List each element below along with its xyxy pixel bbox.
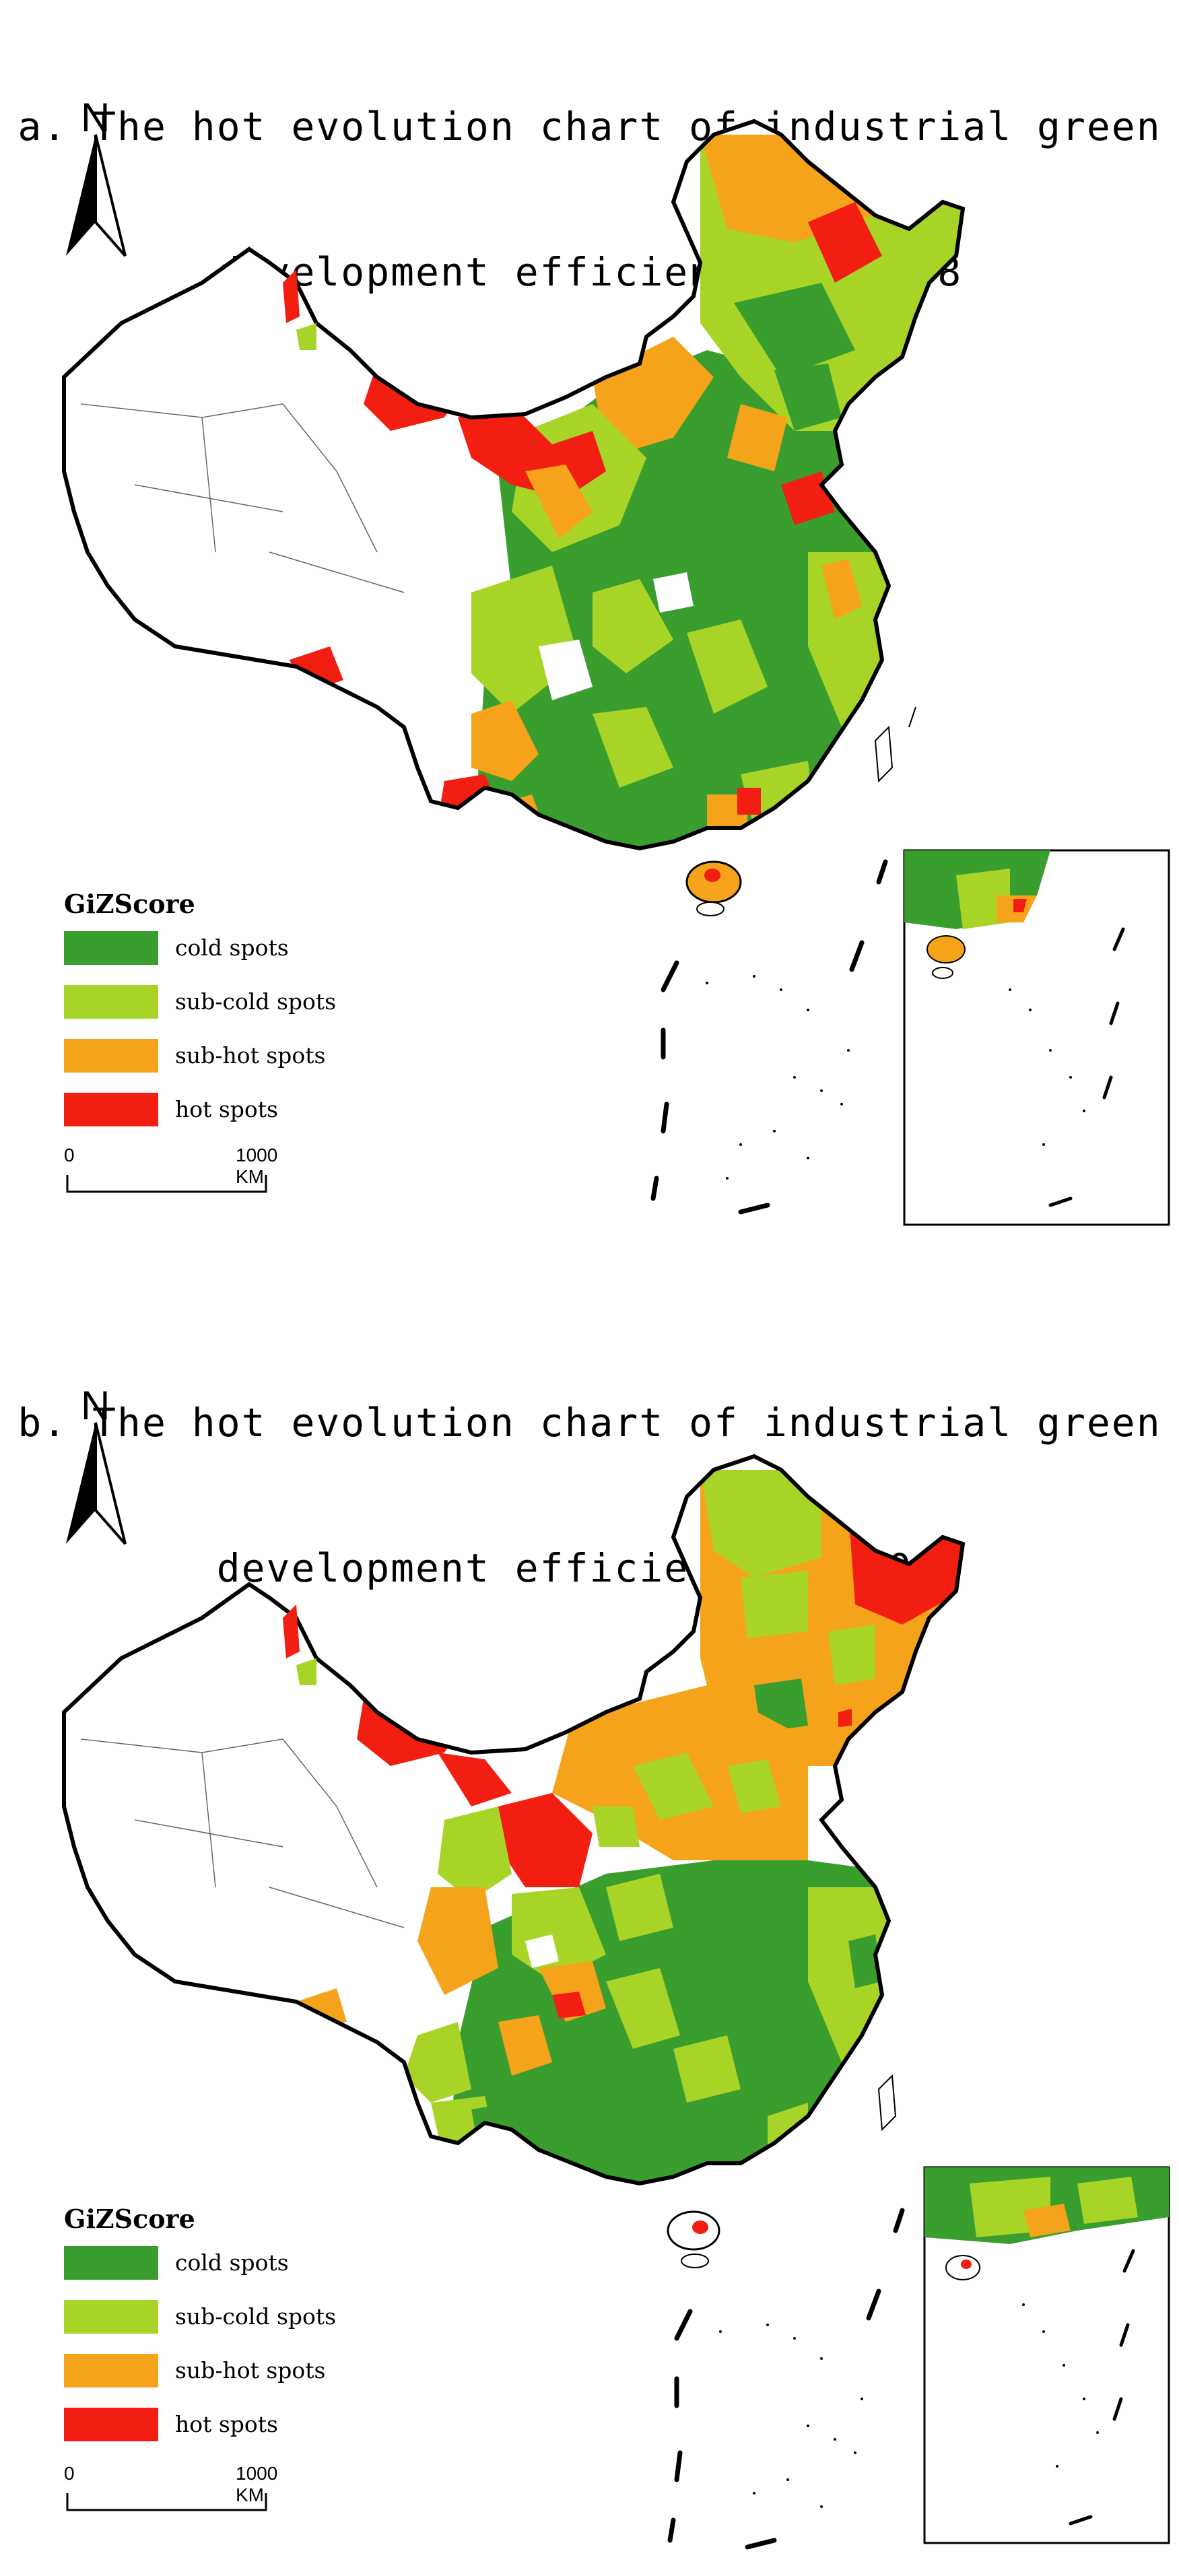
nine-dash-line — [667, 2208, 905, 2550]
hainan-island — [685, 860, 742, 916]
china-regions — [62, 1454, 966, 2186]
legend-item-subhot: sub-hot spots — [64, 1039, 325, 1093]
scattered-islands — [706, 975, 850, 1180]
scale-line — [66, 2493, 267, 2511]
legend-swatch — [64, 931, 158, 965]
scale-end: 1000 KM — [236, 1145, 278, 1187]
legend-item-subcold: sub-cold spots — [64, 2300, 336, 2354]
scale-bar: 0 1000 KM — [64, 2463, 279, 2517]
legend-item-hot: hot spots — [64, 1093, 278, 1147]
legend-swatch — [64, 1093, 158, 1126]
map-panel-2008: a. The hot evolution chart of industrial… — [18, 95, 1170, 1226]
hainan-island — [667, 2210, 720, 2268]
legend-label: sub-cold spots — [175, 2303, 337, 2330]
nine-dash-line — [650, 859, 888, 1215]
legend: GiZScore cold spots sub-cold spots sub-h… — [64, 2204, 336, 2462]
legend-swatch — [64, 2300, 158, 2334]
china-map-2008 — [62, 118, 1170, 1226]
north-label: N — [81, 1383, 110, 1428]
scale-start: 0 — [64, 2463, 75, 2484]
legend-item-cold: cold spots — [64, 931, 289, 985]
china-map-2018 — [62, 1422, 1170, 2550]
title-line-1: a. The hot evolution chart of industrial… — [18, 104, 1161, 149]
scale-start: 0 — [64, 1145, 75, 1165]
legend-item-hot: hot spots — [64, 2408, 278, 2462]
legend-swatch — [64, 1039, 158, 1073]
north-label: N — [81, 95, 110, 140]
legend-item-cold: cold spots — [64, 2246, 289, 2300]
legend-label: hot spots — [175, 1096, 278, 1122]
legend-label: sub-hot spots — [175, 1042, 326, 1069]
scale-line — [66, 1175, 267, 1193]
scale-bar: 0 1000 KM — [64, 1145, 279, 1198]
legend-label: sub-hot spots — [175, 2357, 326, 2383]
legend-swatch — [64, 2246, 158, 2280]
south-china-sea-inset — [923, 2166, 1170, 2544]
taiwan-and-islands — [877, 2074, 897, 2132]
legend-swatch — [64, 2408, 158, 2441]
legend-label: hot spots — [175, 2411, 278, 2437]
scale-end: 1000 KM — [236, 2463, 278, 2505]
legend-title: GiZScore — [64, 2204, 195, 2234]
north-arrow-icon — [66, 1422, 127, 1545]
scattered-islands — [719, 2324, 863, 2508]
map-panel-2018: b. The hot evolution chart of industrial… — [0, 1288, 1179, 2576]
china-regions — [62, 118, 966, 851]
taiwan-and-islands — [874, 706, 916, 783]
title-line-1: b. The hot evolution chart of industrial… — [18, 1400, 1161, 1446]
legend-swatch — [64, 2354, 158, 2387]
legend-item-subcold: sub-cold spots — [64, 985, 336, 1039]
legend-swatch — [64, 985, 158, 1019]
legend: GiZScore cold spots sub-cold spots sub-h… — [64, 889, 336, 1147]
legend-item-subhot: sub-hot spots — [64, 2354, 325, 2408]
legend-label: sub-cold spots — [175, 988, 337, 1015]
south-china-sea-inset — [903, 849, 1170, 1226]
legend-title: GiZScore — [64, 889, 195, 919]
legend-label: cold spots — [175, 935, 289, 961]
north-arrow-icon — [66, 134, 127, 257]
legend-label: cold spots — [175, 2249, 289, 2276]
